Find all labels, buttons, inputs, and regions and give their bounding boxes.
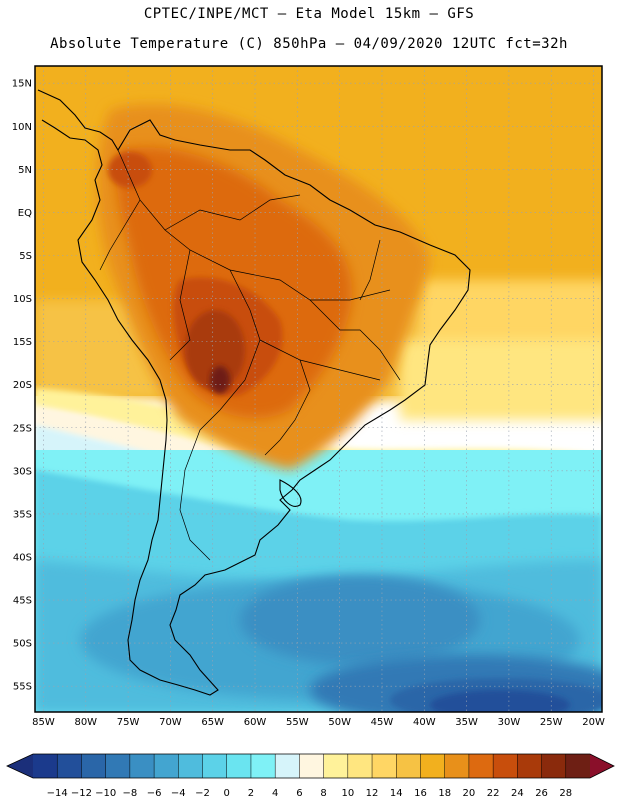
colorbar-label: −6 xyxy=(147,788,162,799)
lat-label: 30S xyxy=(13,466,32,477)
lon-label: 20W xyxy=(582,717,605,728)
field-hotspot-north xyxy=(108,152,152,188)
colorbar-swatch xyxy=(178,754,204,778)
colorbar-label: −4 xyxy=(171,788,186,799)
lat-label: EQ xyxy=(18,208,32,219)
colorbar-under-arrow xyxy=(7,754,33,778)
colorbar-label: 4 xyxy=(272,788,278,799)
colorbar-label: 28 xyxy=(559,788,572,799)
grid-lines xyxy=(35,66,602,712)
colorbar-label: −14 xyxy=(47,788,68,799)
colorbar-swatch xyxy=(299,754,325,778)
colorbar-swatch xyxy=(541,754,567,778)
colorbar-swatch xyxy=(565,754,591,778)
lat-label: 35S xyxy=(13,509,32,520)
lon-label: 70W xyxy=(159,717,182,728)
colorbar-label: 14 xyxy=(390,788,403,799)
temperature-field xyxy=(35,66,602,712)
colorbar-swatch xyxy=(275,754,300,778)
colorbar-swatch xyxy=(420,754,446,778)
lon-label: 50W xyxy=(328,717,351,728)
lat-label: 55S xyxy=(13,682,32,693)
colorbar-label: −2 xyxy=(195,788,210,799)
colorbar-swatch xyxy=(202,754,228,778)
colorbar-label: 2 xyxy=(248,788,254,799)
lat-label: 20S xyxy=(13,380,32,391)
colorbar-swatch xyxy=(81,754,107,778)
colorbar-label: −8 xyxy=(122,788,137,799)
colorbar-swatch xyxy=(372,754,397,778)
colorbar-swatch xyxy=(517,754,543,778)
colorbar-swatch xyxy=(396,754,421,778)
lon-label: 45W xyxy=(371,717,394,728)
lon-label: 80W xyxy=(74,717,97,728)
header-title-line1: CPTEC/INPE/MCT – Eta Model 15km – GFS xyxy=(143,6,475,22)
colorbar-label: 26 xyxy=(535,788,548,799)
lon-label: 40W xyxy=(413,717,436,728)
colorbar-swatch xyxy=(57,754,82,778)
colorbar-label: −12 xyxy=(71,788,92,799)
latitude-labels: 15N 10N 5N EQ 5S 10S 15S 20S 25S 30S 35S 40S 45S 50S 5… xyxy=(12,79,32,693)
colorbar-label: 10 xyxy=(341,788,354,799)
lat-label: 15S xyxy=(13,337,32,348)
lat-label: 5N xyxy=(18,165,32,176)
colorbar-label: 20 xyxy=(463,788,476,799)
colorbar-swatch xyxy=(347,754,373,778)
lat-label: 50S xyxy=(13,639,32,650)
lon-label: 75W xyxy=(117,717,140,728)
header-title-line2: Absolute Temperature (C) 850hPa – 04/09/… xyxy=(50,36,568,52)
colorbar-swatch xyxy=(250,754,276,778)
lon-label: 55W xyxy=(286,717,309,728)
colorbar-label: 12 xyxy=(366,788,379,799)
colorbar-outline xyxy=(6,753,615,779)
colorbar-swatch xyxy=(129,754,155,778)
colorbar-label: −10 xyxy=(95,788,116,799)
field-band-22 xyxy=(116,147,352,419)
field-band-12 xyxy=(400,340,602,420)
lat-label: 5S xyxy=(19,251,32,262)
lat-label: 15N xyxy=(12,79,32,90)
lat-label: 10S xyxy=(13,294,32,305)
map-frame xyxy=(34,65,603,713)
political-borders xyxy=(99,149,401,561)
lon-label: 85W xyxy=(32,717,55,728)
lat-label: 10N xyxy=(12,122,32,133)
colorbar-swatch xyxy=(154,754,179,778)
colorbar-over-arrow xyxy=(590,754,614,778)
lon-label: 35W xyxy=(455,717,478,728)
field-band--12 xyxy=(430,690,570,712)
colorbar-label: 0 xyxy=(224,788,230,799)
field-band-28 xyxy=(210,366,230,394)
colorbar-label: 6 xyxy=(296,788,302,799)
lon-label: 25W xyxy=(540,717,563,728)
lat-label: 45S xyxy=(13,596,32,607)
colorbar-swatch xyxy=(105,754,131,778)
colorbar xyxy=(6,753,615,779)
colorbar-label: 22 xyxy=(487,788,500,799)
lon-label: 30W xyxy=(498,717,521,728)
colorbar-swatch xyxy=(444,754,470,778)
longitude-labels: 85W 80W 75W 70W 65W 60W 55W 50W 45W 40W 35W 30W 25W 2… xyxy=(32,717,605,728)
colorbar-swatch xyxy=(226,754,252,778)
rio-de-la-plata xyxy=(279,479,302,507)
lon-label: 60W xyxy=(244,717,267,728)
colorbar-swatch xyxy=(468,754,494,778)
colorbar-label: 8 xyxy=(320,788,326,799)
colorbar-swatch xyxy=(323,754,349,778)
coastlines xyxy=(37,89,471,696)
lat-label: 25S xyxy=(13,423,32,434)
colorbar-labels: −14 −12 −10 −8 −6 −4 −2 0 2 4 6 8 10 12 14 16 18 20 22 24 26… xyxy=(47,788,572,799)
colorbar-label: 18 xyxy=(438,788,451,799)
field-band-26 xyxy=(185,310,245,390)
field-band--6 xyxy=(240,575,480,665)
lon-label: 65W xyxy=(201,717,224,728)
colorbar-swatch xyxy=(493,754,518,778)
colorbar-swatch xyxy=(33,754,58,778)
colorbar-label: 16 xyxy=(414,788,427,799)
lat-label: 40S xyxy=(13,552,32,563)
colorbar-label: 24 xyxy=(511,788,524,799)
